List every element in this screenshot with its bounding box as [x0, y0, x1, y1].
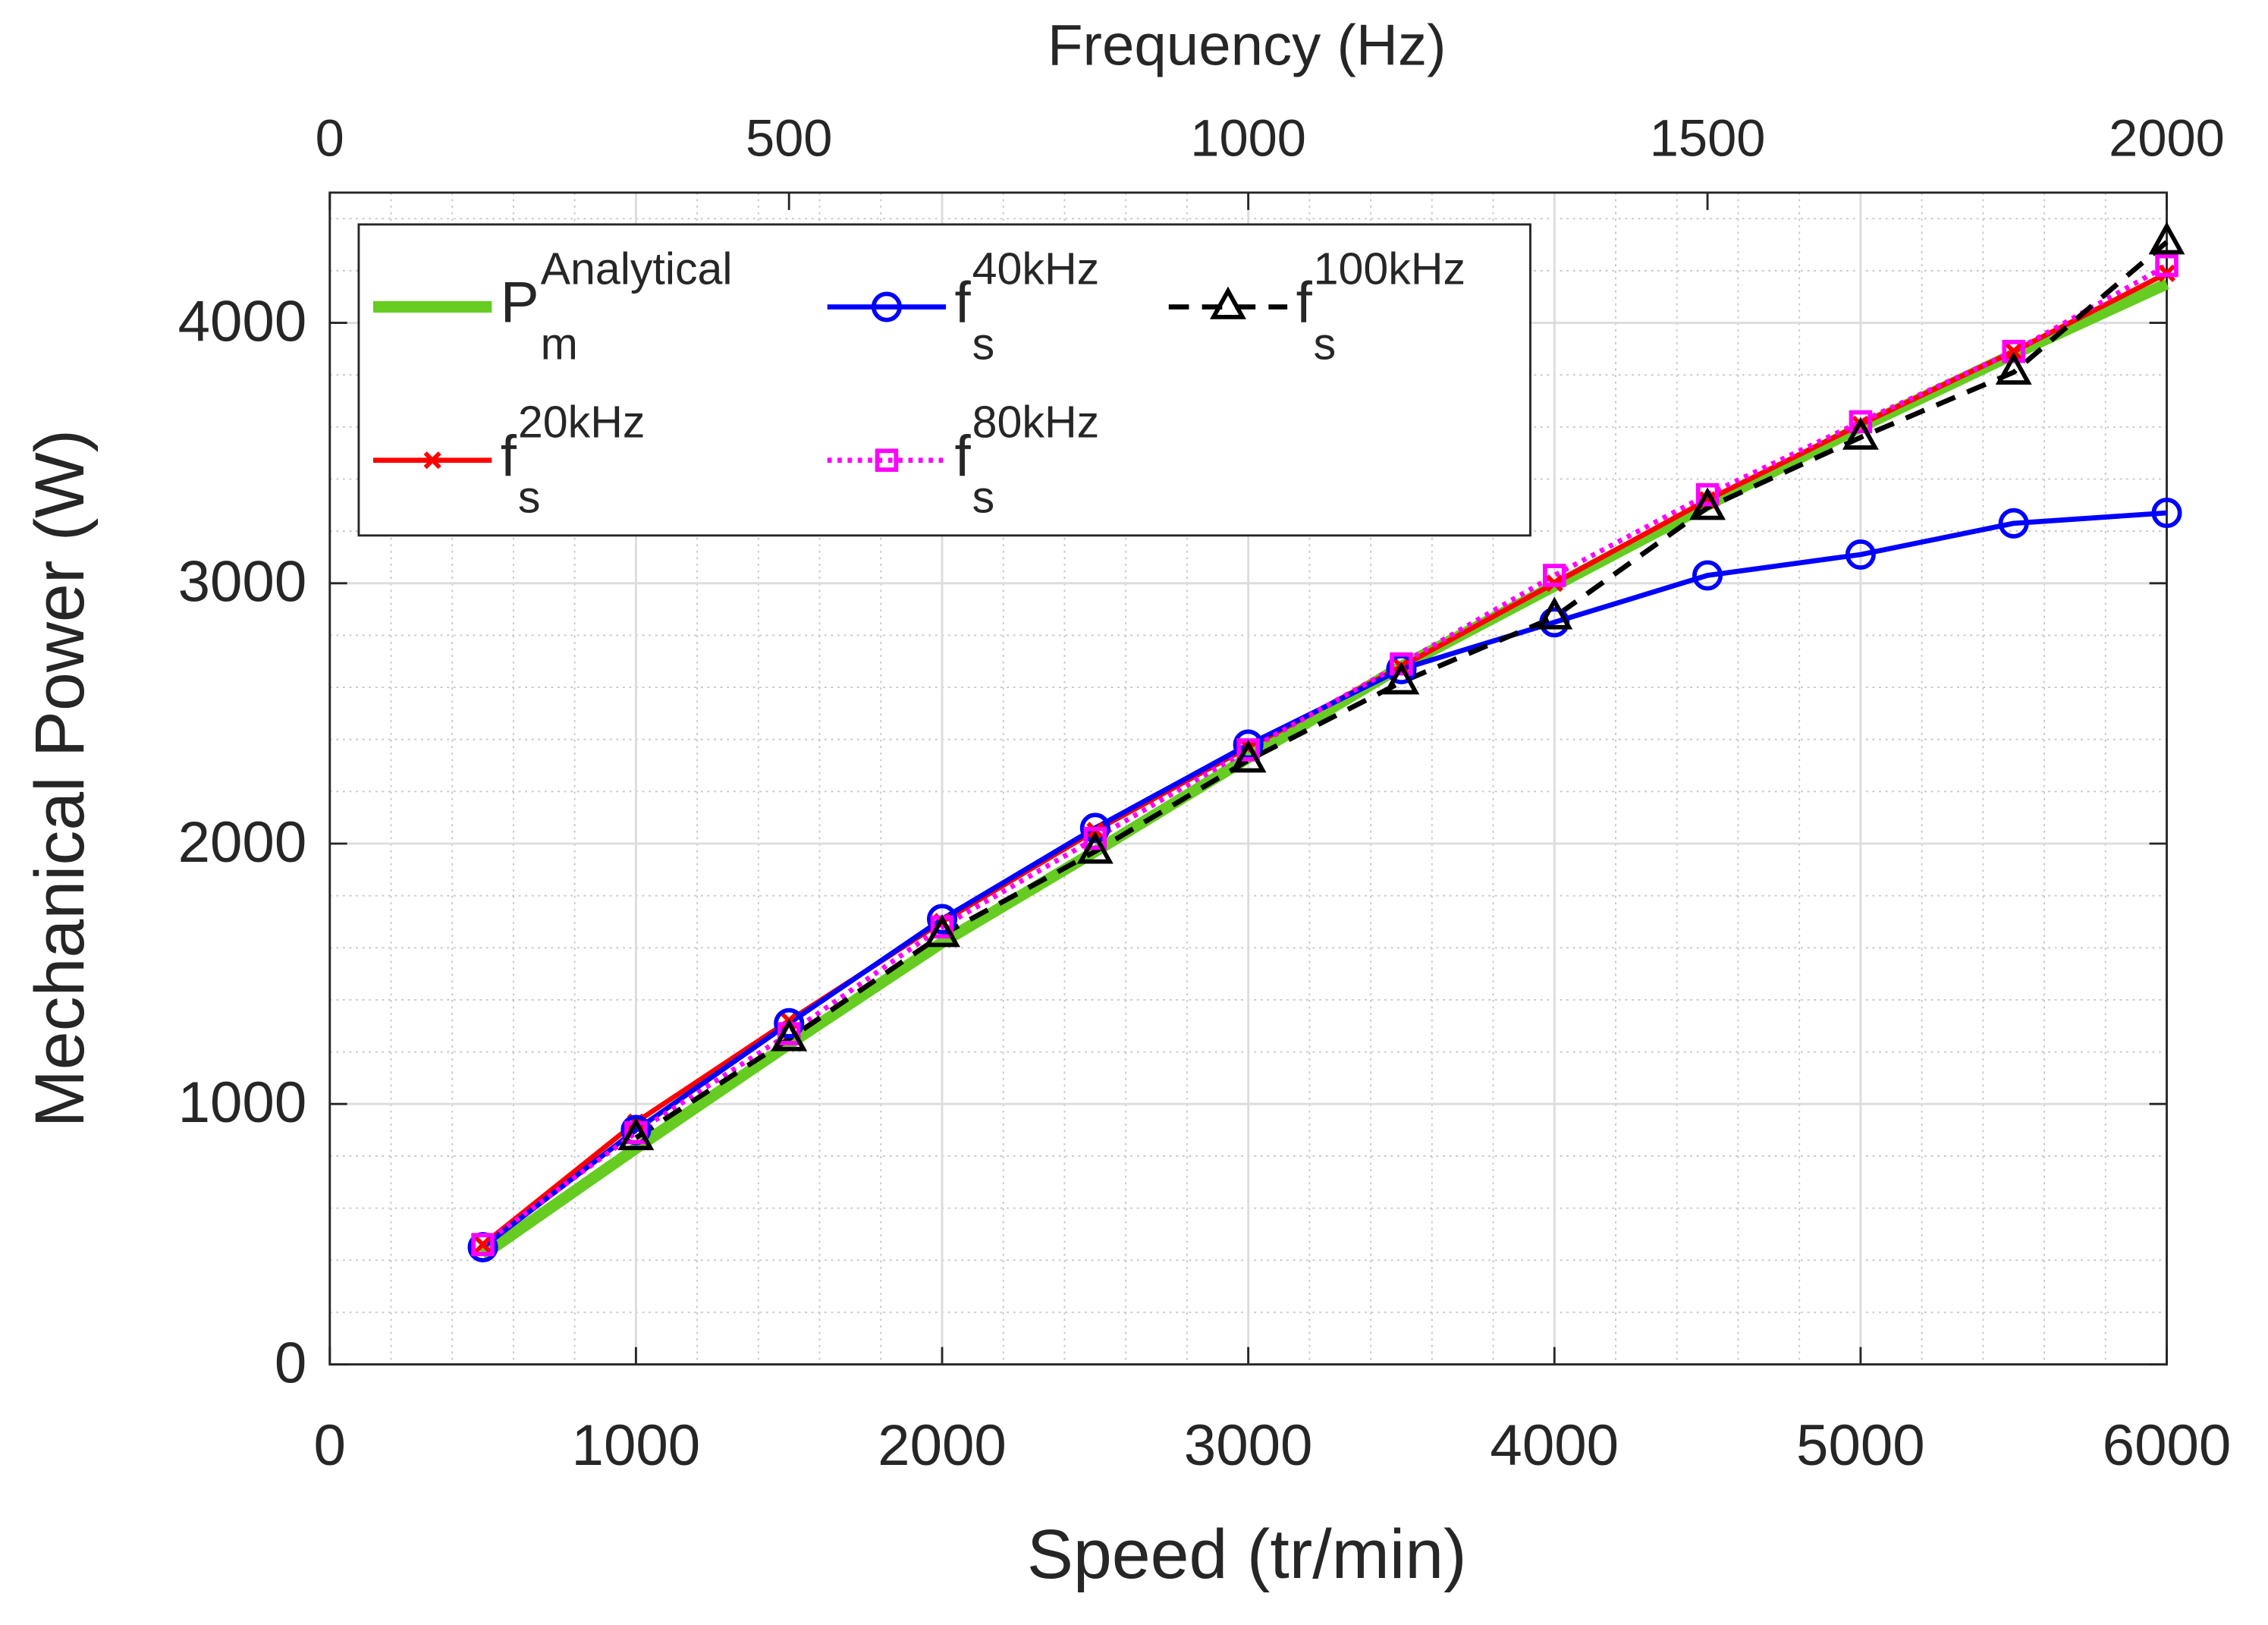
legend-label-sub: s — [1314, 319, 1337, 369]
x-tick-label: 2000 — [878, 1413, 1007, 1478]
marker — [1995, 351, 2032, 385]
marker — [423, 451, 441, 470]
marker — [1383, 662, 1420, 695]
marker — [1689, 487, 1726, 520]
marker — [1076, 831, 1114, 864]
legend-label-sup: 80kHz — [972, 397, 1100, 448]
marker — [2005, 342, 2023, 360]
marker — [771, 1018, 808, 1051]
marker — [1842, 416, 1879, 450]
marker — [1210, 286, 1246, 319]
legend-box — [357, 223, 1531, 537]
legend-label: f — [955, 424, 972, 489]
marker — [1998, 508, 2029, 539]
marker — [1079, 812, 1110, 844]
legend: PAnalyticalmf20kHzsf40kHzsf80kHzsf100kHz… — [357, 223, 1531, 537]
marker — [2148, 222, 2185, 255]
marker — [1230, 740, 1267, 773]
legend-label-sup: 100kHz — [1314, 243, 1465, 294]
x2-tick-label: 1000 — [1190, 108, 1306, 167]
marker — [1390, 652, 1413, 676]
marker — [2151, 498, 2182, 529]
marker — [1849, 410, 1873, 434]
x-tick-label: 1000 — [572, 1413, 701, 1478]
x2-tick-label: 1500 — [1650, 108, 1766, 167]
legend-label-sub: s — [972, 319, 995, 369]
plot-frame — [328, 191, 2168, 1366]
legend-label: P — [501, 271, 539, 335]
y-tick-label: 4000 — [178, 289, 307, 354]
marker — [1695, 482, 1720, 507]
x-tick-label: 5000 — [1796, 1413, 1925, 1478]
x2-tick-label: 0 — [316, 108, 344, 167]
legend-label-sub: s — [518, 472, 541, 523]
marker — [617, 1117, 655, 1151]
marker — [471, 1233, 495, 1256]
marker — [774, 1007, 805, 1039]
legend-label: f — [501, 424, 517, 489]
y-tick-label: 3000 — [178, 550, 307, 614]
legend-label-sub: m — [541, 319, 578, 369]
marker — [871, 291, 902, 322]
legend-label: f — [1296, 271, 1313, 335]
legend-label: f — [955, 271, 972, 335]
marker — [926, 904, 958, 935]
marker — [1083, 826, 1107, 850]
series-line — [634, 240, 2169, 1140]
x2-tick-label: 2000 — [2109, 108, 2225, 167]
marker — [474, 1236, 492, 1254]
y-axis-label: Mechanical Power (W) — [21, 429, 99, 1127]
marker — [1692, 560, 1723, 591]
marker — [1543, 564, 1566, 587]
legend-label-sup: 40kHz — [972, 243, 1100, 294]
marker — [924, 914, 960, 948]
x2-axis-label: Frequency (Hz) — [1048, 13, 1447, 77]
marker — [2155, 253, 2178, 278]
y-tick-label: 1000 — [178, 1070, 307, 1135]
y-tick-label: 0 — [275, 1331, 306, 1395]
x2-tick-label: 500 — [746, 108, 832, 167]
series-line — [481, 510, 2167, 1249]
x-axis-label: Speed (tr/min) — [1027, 1516, 1467, 1593]
x-tick-label: 3000 — [1184, 1413, 1313, 1478]
y-tick-label: 2000 — [178, 810, 307, 875]
marker — [1845, 539, 1876, 570]
marker — [2002, 340, 2025, 363]
x-tick-label: 0 — [314, 1413, 346, 1478]
x-tick-label: 6000 — [2103, 1413, 2232, 1478]
x-tick-label: 4000 — [1490, 1413, 1619, 1478]
marker — [1536, 596, 1573, 630]
legend-label-sup: 20kHz — [518, 397, 646, 448]
legend-label-sup: Analytical — [541, 243, 733, 294]
marker — [875, 448, 899, 472]
legend-label-sub: s — [972, 472, 995, 523]
